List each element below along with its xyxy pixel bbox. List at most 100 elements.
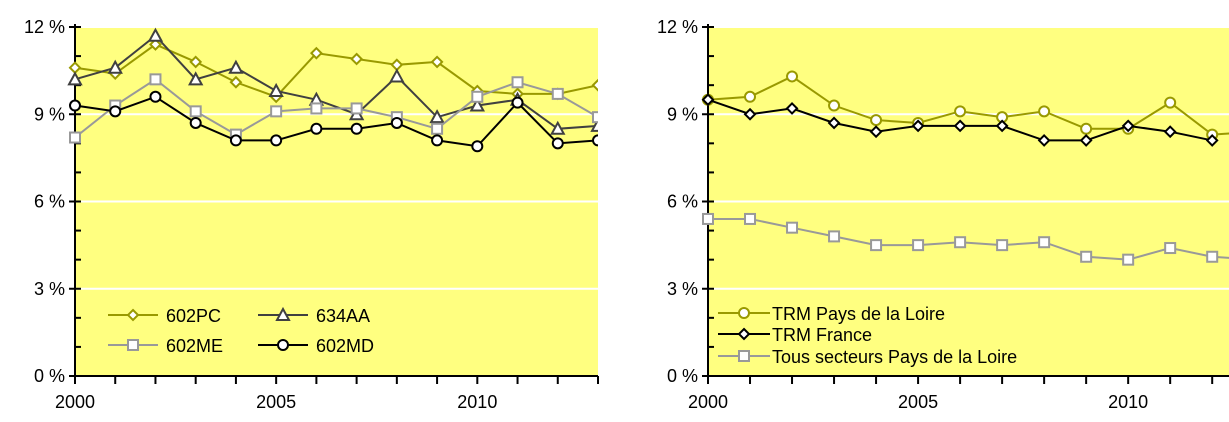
right-point-trm-pays-de-la-loire xyxy=(870,114,883,127)
right-point-trm-france xyxy=(1079,134,1093,147)
right-legend-marker xyxy=(738,350,750,362)
left-legend-marker xyxy=(127,339,139,351)
right-point-tous-secteurs-pays-de-la-loire xyxy=(870,239,883,252)
left-point-602pc xyxy=(229,75,243,89)
right-point-tous-secteurs-pays-de-la-loire xyxy=(786,221,799,234)
right-legend-label: Tous secteurs Pays de la Loire xyxy=(772,347,1017,367)
left-point-602md xyxy=(270,134,283,147)
right-point-tous-secteurs-pays-de-la-loire xyxy=(1206,250,1219,263)
right-point-trm-pays-de-la-loire xyxy=(786,70,799,83)
left-series-line-602md xyxy=(74,95,598,148)
left-point-602me xyxy=(350,102,363,115)
left-legend-marker xyxy=(277,339,289,351)
right-point-trm-france xyxy=(953,119,967,133)
left-point-602md xyxy=(551,137,564,150)
left-point-602me xyxy=(310,102,323,115)
right-point-trm-france xyxy=(911,119,925,133)
right-point-tous-secteurs-pays-de-la-loire xyxy=(1080,250,1093,263)
left-point-634aa xyxy=(147,27,164,42)
left-legend-item-634aa: 634AA xyxy=(258,306,370,326)
right-legend-marker xyxy=(737,327,751,341)
right-point-trm-france xyxy=(869,125,883,139)
right-point-trm-pays-de-la-loire xyxy=(954,105,967,118)
left-point-634aa xyxy=(389,68,405,83)
left-point-602md xyxy=(149,90,162,103)
left-point-602me xyxy=(431,122,444,135)
right-point-trm-france xyxy=(1205,134,1219,147)
left-y-tick-label: 12 % xyxy=(24,17,65,37)
right-y-tick-label: 12 % xyxy=(657,17,698,37)
right-point-trm-pays-de-la-loire xyxy=(1164,96,1177,109)
left-legend-label: 602ME xyxy=(166,336,223,356)
left-point-602me xyxy=(592,111,598,124)
left-point-602pc xyxy=(591,78,598,92)
left-legend-marker xyxy=(126,308,140,322)
left-point-602me xyxy=(511,76,524,89)
left-point-602md xyxy=(189,116,202,129)
right-point-tous-secteurs-pays-de-la-loire xyxy=(1164,242,1177,255)
right-point-tous-secteurs-pays-de-la-loire xyxy=(996,239,1009,252)
right-x-tick-label: 2000 xyxy=(688,392,728,412)
right-point-trm-pays-de-la-loire xyxy=(828,99,841,112)
left-y-tick-label: 3 % xyxy=(34,279,65,299)
left-legend-label: 602MD xyxy=(316,336,374,356)
left-point-634aa xyxy=(429,109,445,124)
left-legend-marker xyxy=(275,306,291,321)
right-point-tous-secteurs-pays-de-la-loire xyxy=(1122,253,1135,266)
left-point-602md xyxy=(390,116,403,129)
right-legend-item-tous-secteurs-pays-de-la-loire: Tous secteurs Pays de la Loire xyxy=(718,347,1017,367)
left-point-602pc xyxy=(430,55,444,69)
left-point-602md xyxy=(229,134,242,147)
chart-left: 0 % 3 % 6 % 9 % 12 % 2000 2005 2010 602PC 634AA 60… xyxy=(24,17,599,412)
right-series-group xyxy=(701,70,1229,266)
right-point-trm-pays-de-la-loire xyxy=(1038,105,1051,118)
right-point-trm-france xyxy=(701,93,715,107)
left-y-tick-label: 0 % xyxy=(34,366,65,386)
right-point-trm-pays-de-la-loire xyxy=(1080,122,1093,135)
left-point-634aa xyxy=(107,59,123,74)
left-point-602me xyxy=(471,90,484,103)
left-point-634aa xyxy=(268,82,284,97)
right-point-trm-france xyxy=(743,107,757,121)
left-point-602pc xyxy=(189,55,203,69)
left-legend-item-602pc: 602PC xyxy=(108,306,221,326)
right-x-tick-label: 2010 xyxy=(1108,392,1148,412)
left-x-tick-label: 2010 xyxy=(457,392,497,412)
left-point-602me xyxy=(149,73,162,86)
right-legend-label: TRM France xyxy=(772,325,872,345)
left-y-tick-label: 9 % xyxy=(34,104,65,124)
right-point-trm-france xyxy=(1037,134,1051,147)
left-point-602me xyxy=(551,87,564,100)
right-point-tous-secteurs-pays-de-la-loire xyxy=(828,230,841,243)
left-point-634aa xyxy=(67,71,83,86)
left-x-tick-label: 2005 xyxy=(256,392,296,412)
right-point-trm-france xyxy=(1121,119,1135,133)
left-point-602pc xyxy=(350,52,364,66)
right-legend-marker xyxy=(738,307,750,319)
left-x-tick-label: 2000 xyxy=(55,392,95,412)
left-point-602md xyxy=(511,96,524,109)
left-point-602me xyxy=(189,105,202,118)
left-point-602md xyxy=(350,122,363,135)
chart-right: 0 %3 %6 %9 %12 %200020052010NDTRM Pays d… xyxy=(657,17,1229,412)
right-point-tous-secteurs-pays-de-la-loire xyxy=(702,212,714,225)
right-point-trm-pays-de-la-loire xyxy=(744,90,757,103)
right-legend-item-trm-pays-de-la-loire: TRM Pays de la Loire xyxy=(718,304,945,324)
left-point-602md xyxy=(471,140,484,153)
left-point-634aa xyxy=(228,59,244,74)
left-point-634aa xyxy=(188,71,204,86)
right-point-tous-secteurs-pays-de-la-loire xyxy=(1038,236,1051,249)
left-point-634aa xyxy=(469,97,485,112)
right-series-line-tous-secteurs-pays-de-la-loire xyxy=(708,217,1229,261)
right-y-tick-label: 3 % xyxy=(667,279,698,299)
right-point-trm-france xyxy=(1163,125,1177,139)
left-series-line-602me xyxy=(74,78,598,139)
right-series-line-trm-pays-de-la-loire xyxy=(707,75,1229,136)
right-point-tous-secteurs-pays-de-la-loire xyxy=(912,239,925,252)
left-legend-label: 602PC xyxy=(166,306,221,326)
left-point-602pc xyxy=(149,38,162,51)
right-point-trm-france xyxy=(827,116,841,130)
left-point-602me xyxy=(270,105,283,118)
right-y-tick-label: 9 % xyxy=(667,104,698,124)
